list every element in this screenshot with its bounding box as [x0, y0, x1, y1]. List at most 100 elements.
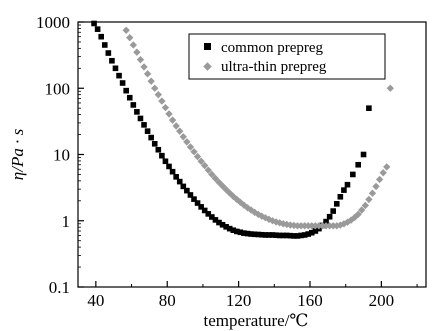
common-prepreg-point: [187, 192, 194, 198]
common-prepreg-point: [298, 232, 304, 239]
data-points: [91, 20, 394, 239]
ultra-thin-prepreg-point: [361, 201, 370, 210]
ultra-thin-prepreg-point: [133, 48, 141, 56]
ultra-thin-prepreg-point: [190, 148, 198, 156]
legend-box: [188, 33, 386, 80]
legend-marker-common: [204, 43, 211, 50]
ultra-thin-prepreg-point: [172, 122, 180, 130]
legend-label-ultra-thin: ultra-thin prepreg: [221, 59, 327, 75]
common-prepreg-point: [184, 187, 190, 194]
ultra-thin-prepreg-point: [211, 174, 220, 183]
x-axis-title: temperature/℃: [204, 311, 309, 330]
ultra-thin-prepreg-point: [365, 195, 373, 204]
common-prepreg-point: [326, 213, 333, 220]
common-prepreg-point: [291, 233, 297, 239]
ultra-thin-prepreg-point: [154, 90, 162, 99]
common-prepreg-point: [273, 232, 279, 239]
ultra-thin-prepreg-point: [158, 97, 166, 105]
ultra-thin-prepreg-point: [208, 170, 216, 179]
common-prepreg-point: [144, 128, 151, 134]
ultra-thin-prepreg-point: [383, 163, 391, 171]
common-prepreg-point: [226, 225, 233, 232]
ultra-thin-prepreg-point: [126, 33, 134, 42]
x-tick-label: 200: [369, 291, 395, 310]
common-prepreg-point: [355, 161, 361, 168]
common-prepreg-point: [262, 232, 269, 238]
common-prepreg-point: [269, 232, 276, 238]
common-prepreg-point: [360, 151, 367, 158]
common-prepreg-point: [176, 178, 183, 185]
common-prepreg-point: [276, 232, 283, 239]
common-prepreg-point: [337, 193, 344, 200]
legend-label-common: common prepreg: [221, 40, 324, 56]
common-prepreg-point: [116, 72, 122, 79]
common-prepreg-point: [294, 233, 301, 239]
common-prepreg-point: [333, 201, 340, 207]
common-prepreg-point: [280, 232, 287, 239]
x-tick-label: 40: [87, 291, 104, 310]
common-prepreg-point: [134, 109, 140, 115]
common-prepreg-point: [234, 228, 240, 235]
common-prepreg-point: [284, 232, 290, 239]
y-tick-label: 10: [53, 146, 70, 165]
ultra-thin-prepreg-point: [165, 110, 173, 118]
common-prepreg-point: [198, 204, 204, 210]
common-prepreg-point: [159, 152, 165, 159]
common-prepreg-point: [101, 42, 108, 48]
common-prepreg-point: [223, 224, 229, 230]
ultra-thin-prepreg-point: [375, 175, 384, 184]
ultra-thin-prepreg-point: [386, 84, 394, 92]
common-prepreg-point: [205, 211, 212, 217]
common-prepreg-point: [237, 229, 244, 236]
ultra-thin-prepreg-point: [151, 84, 159, 92]
common-prepreg-point: [141, 122, 147, 128]
common-prepreg-point: [341, 187, 347, 193]
ultra-thin-prepreg-point: [372, 182, 380, 191]
common-prepreg-point: [230, 227, 237, 234]
common-prepreg-point: [194, 200, 201, 206]
ultra-thin-prepreg-point: [136, 55, 145, 64]
common-prepreg-point: [119, 80, 126, 86]
common-prepreg-point: [330, 208, 336, 214]
common-prepreg-point: [212, 217, 219, 223]
common-prepreg-point: [169, 168, 176, 175]
common-prepreg-point: [162, 158, 169, 165]
ultra-thin-prepreg-point: [143, 70, 152, 78]
common-prepreg-point: [323, 218, 329, 225]
ultra-thin-prepreg-point: [168, 116, 177, 124]
common-prepreg-point: [209, 214, 215, 220]
ultra-thin-prepreg-point: [201, 161, 209, 170]
x-tick-label: 80: [159, 291, 176, 310]
ultra-thin-prepreg-point: [140, 63, 148, 71]
legend: common prepreg ultra-thin prepreg: [188, 33, 386, 80]
common-prepreg-point: [287, 232, 294, 239]
ultra-thin-prepreg-point: [379, 169, 387, 177]
ultra-thin-prepreg-point: [193, 152, 202, 161]
common-prepreg-point: [312, 228, 319, 234]
common-prepreg-point: [166, 163, 172, 170]
common-prepreg-point: [191, 196, 197, 202]
common-prepreg-point: [137, 115, 144, 122]
common-prepreg-point: [201, 207, 208, 214]
common-prepreg-point: [91, 20, 97, 27]
y-axis-title: η/Pa · s: [8, 128, 27, 180]
common-prepreg-point: [248, 231, 254, 237]
common-prepreg-point: [98, 33, 104, 40]
ultra-thin-prepreg-point: [161, 103, 170, 112]
common-prepreg-point: [148, 134, 154, 141]
ultra-thin-prepreg-point: [129, 41, 138, 49]
common-prepreg-point: [180, 183, 187, 190]
common-prepreg-point: [244, 230, 251, 237]
common-prepreg-point: [301, 232, 308, 238]
common-prepreg-point: [105, 50, 112, 56]
ultra-thin-prepreg-point: [368, 189, 377, 197]
common-prepreg-point: [130, 102, 137, 108]
x-tick-label: 120: [226, 291, 252, 310]
ultra-thin-prepreg-point: [176, 127, 184, 135]
common-prepreg-point: [305, 231, 312, 237]
common-prepreg-point: [216, 219, 222, 226]
common-prepreg-point: [151, 141, 158, 147]
common-prepreg-point: [366, 105, 372, 111]
common-prepreg-point: [219, 221, 226, 228]
